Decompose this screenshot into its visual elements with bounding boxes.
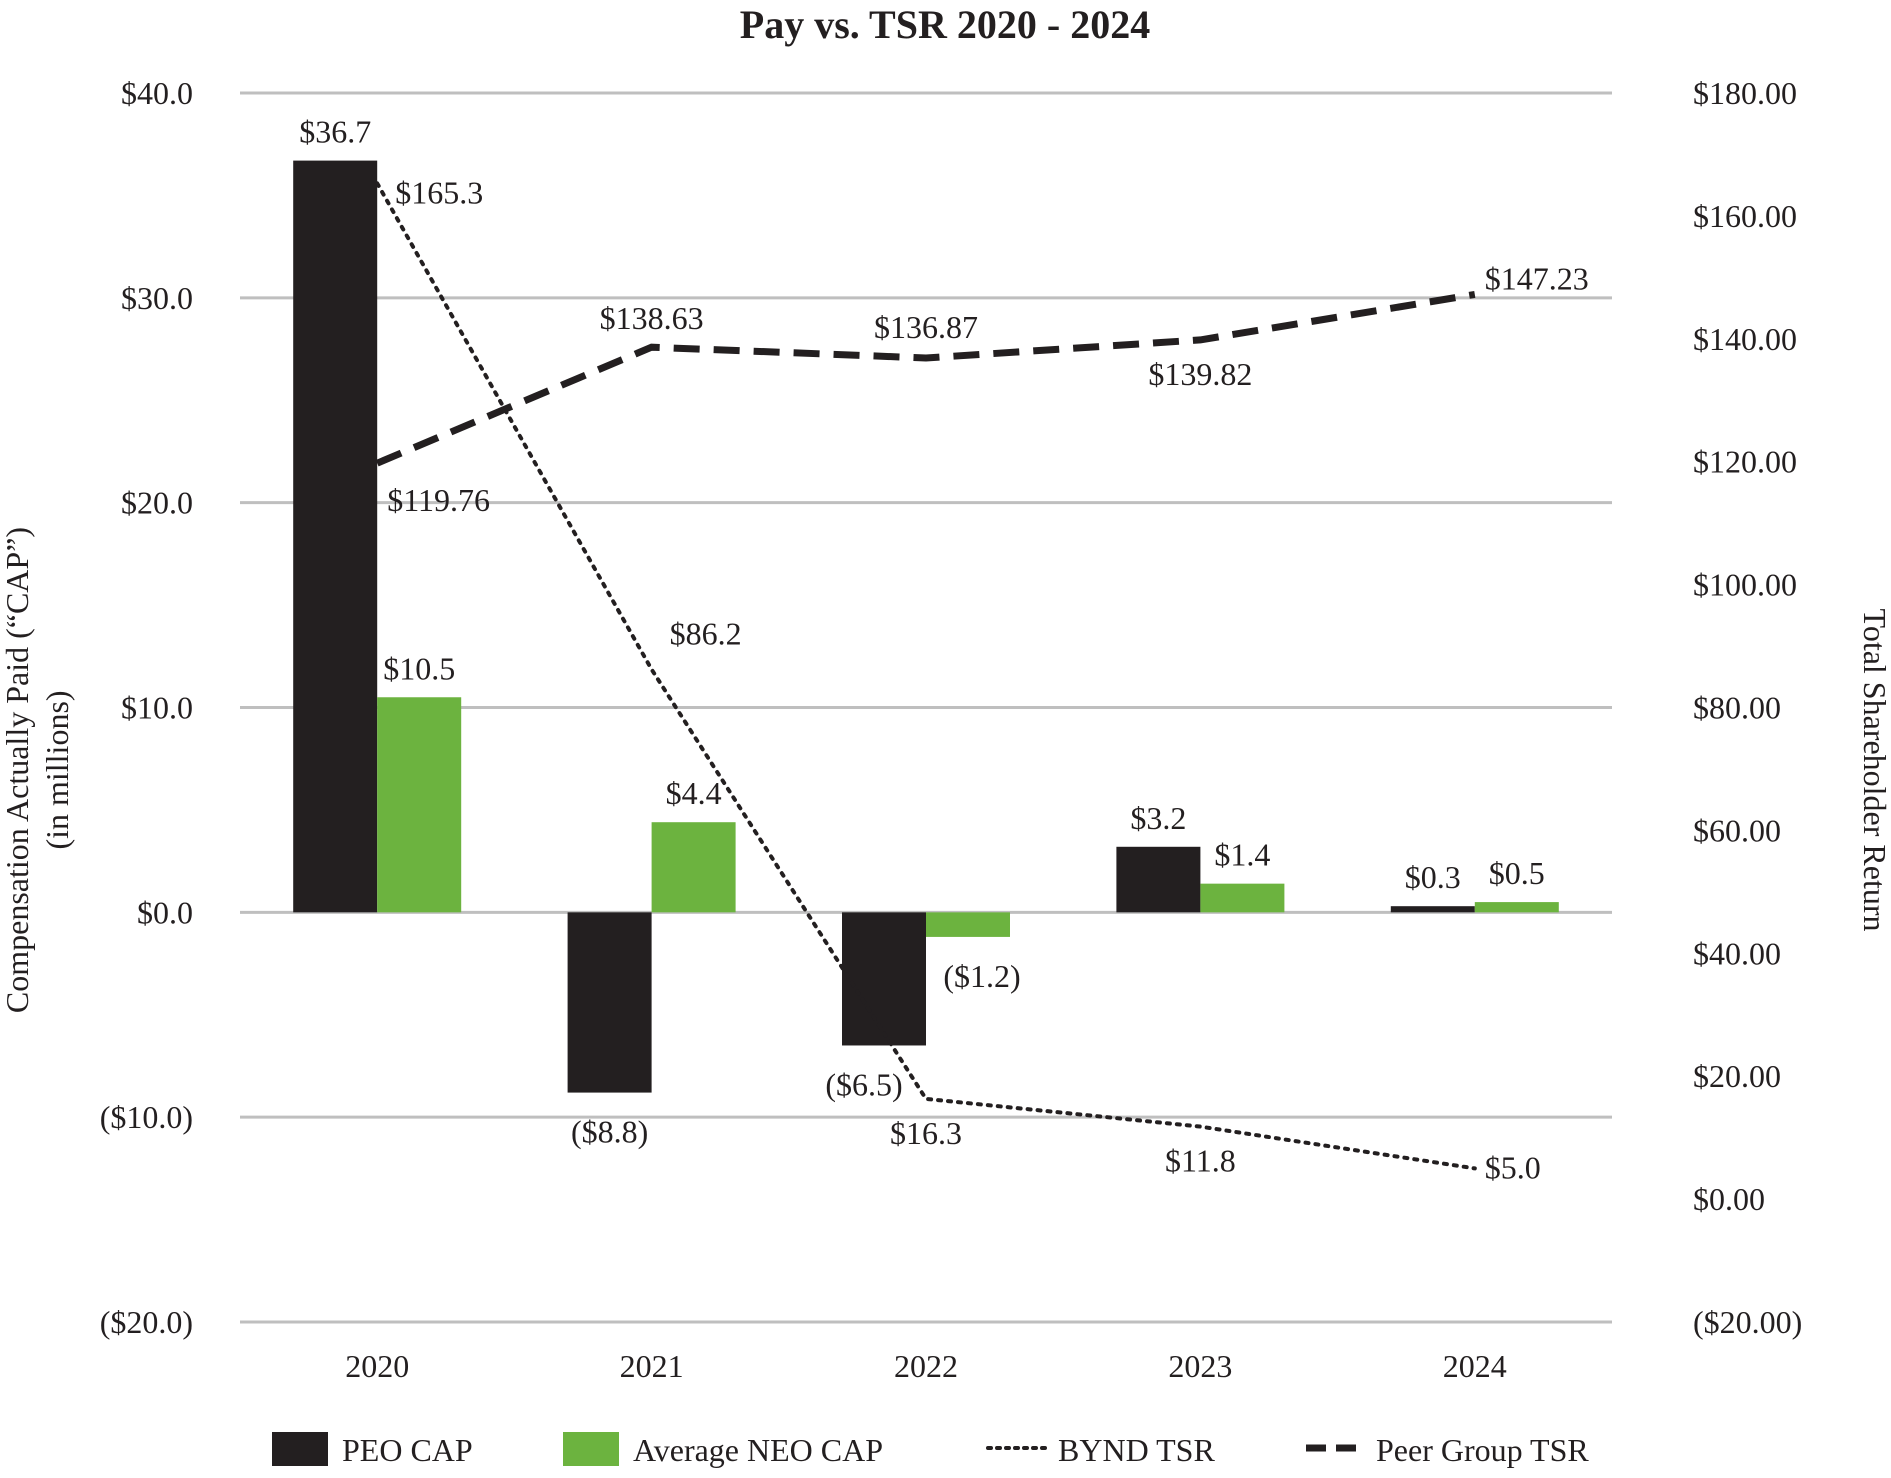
bar-peo-cap [1116,846,1201,913]
left-tick-label: $10.0 [121,690,193,726]
bar-average-neo-cap [651,822,736,913]
bar-peo-cap [293,160,378,913]
right-tick-label: $140.00 [1693,321,1797,357]
line-data-label: $86.2 [670,615,742,651]
bar-data-label: $10.5 [383,650,455,686]
x-tick-label: 2021 [620,1348,684,1384]
right-tick-label: $20.00 [1693,1058,1781,1094]
line-data-label: $136.87 [874,309,978,345]
right-tick-label: ($20.00) [1693,1304,1802,1340]
bar-average-neo-cap [926,912,1010,937]
bar-data-label: ($6.5) [825,1066,902,1102]
chart-title: Pay vs. TSR 2020 - 2024 [740,2,1150,47]
bar-data-label: $0.3 [1405,859,1461,895]
left-tick-label: $20.0 [121,485,193,521]
right-tick-label: $0.00 [1693,1181,1765,1217]
x-tick-label: 2024 [1443,1348,1507,1384]
left-tick-label: $30.0 [121,280,193,316]
x-tick-label: 2023 [1168,1348,1232,1384]
bar-average-neo-cap [377,697,462,913]
legend-peo-cap-label: PEO CAP [342,1432,473,1468]
left-axis-subtitle: (in millions) [39,690,75,849]
legend-average-neo-cap-label: Average NEO CAP [633,1432,883,1468]
right-axis-title: Total Shareholder Return [1857,609,1891,932]
bar-data-label: $36.7 [299,114,371,150]
right-tick-label: $60.00 [1693,812,1781,848]
legend: PEO CAP Average NEO CAP BYND TSR Peer Group… [272,1432,1589,1468]
bar-data-label: $4.4 [666,775,722,811]
x-tick-label: 2020 [345,1348,409,1384]
left-axis-title: Compensation Actually Paid (“CAP”) [0,527,35,1013]
bar-average-neo-cap [1200,883,1285,913]
right-tick-label: $100.00 [1693,567,1797,603]
bar-peo-cap [842,912,926,1046]
line-data-label: $16.3 [890,1115,962,1151]
line-data-label: $139.82 [1148,356,1252,392]
line-peer-group-tsr [375,290,1476,467]
right-tick-label: $180.00 [1693,75,1797,111]
bar-average-neo-cap [1474,902,1559,913]
legend-peo-cap-swatch [272,1432,328,1466]
legend-bynd-tsr-label: BYND TSR [1058,1432,1215,1468]
right-tick-label: $40.00 [1693,935,1781,971]
bar-peo-cap [1390,906,1475,913]
left-tick-label: ($10.0) [100,1099,193,1135]
bar-data-label: $1.4 [1214,837,1270,873]
legend-peer-group-tsr-label: Peer Group TSR [1376,1432,1589,1468]
left-tick-label: $40.0 [121,75,193,111]
legend-average-neo-cap-swatch [563,1432,619,1466]
line-data-label: $165.3 [395,174,483,210]
line-data-label: $5.0 [1485,1149,1541,1185]
x-tick-label: 2022 [894,1348,958,1384]
right-tick-label: $80.00 [1693,690,1781,726]
line-bynd-tsr [375,181,1477,1171]
right-tick-label: $120.00 [1693,444,1797,480]
bar-data-label: $0.5 [1489,855,1545,891]
line-data-label: $147.23 [1485,260,1589,296]
line-data-label: $119.76 [387,482,490,518]
bar-peo-cap [567,912,652,1093]
left-tick-label: ($20.0) [100,1304,193,1340]
bar-data-label: ($8.8) [571,1114,648,1150]
line-data-label: $11.8 [1165,1143,1236,1179]
right-tick-label: $160.00 [1693,198,1797,234]
bar-data-label: $3.2 [1130,800,1186,836]
left-tick-label: $0.0 [137,894,193,930]
bar-data-label: ($1.2) [943,958,1020,994]
line-data-label: $138.63 [600,300,704,336]
